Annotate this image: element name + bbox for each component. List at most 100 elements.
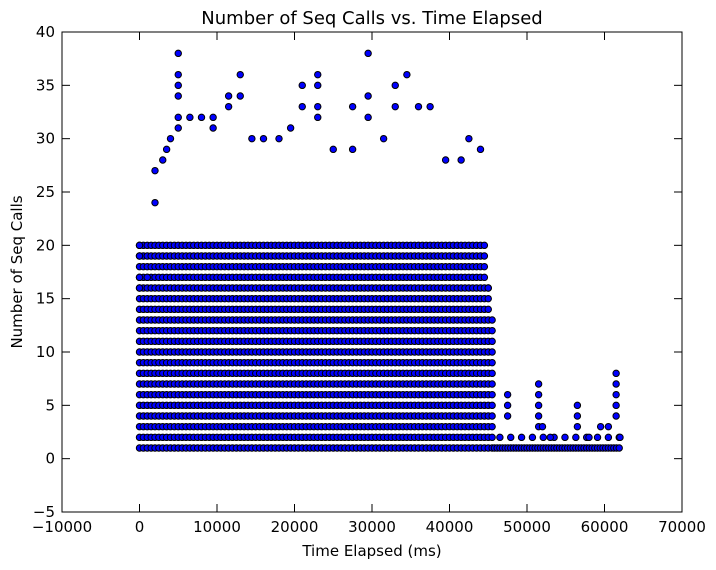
ticks-layer: −10000 0 10000 20000 30000 40000 50000 60000 700… (32, 23, 706, 536)
data-point (298, 81, 306, 90)
data-point (572, 433, 580, 442)
data-point (135, 241, 144, 250)
data-point (534, 390, 543, 399)
y-axis-label: Number of Seq Calls (8, 195, 26, 348)
data-point (612, 380, 620, 388)
data-point (151, 166, 159, 175)
data-point (615, 444, 623, 452)
x-tick-label: 0 (135, 518, 145, 536)
points-layer (135, 49, 624, 452)
y-tick-label: 30 (36, 130, 55, 148)
data-point (484, 284, 492, 292)
data-point (159, 156, 167, 164)
data-point (465, 134, 473, 143)
data-point (348, 102, 357, 111)
data-point (612, 412, 620, 420)
data-point (236, 70, 244, 79)
data-point (391, 102, 399, 111)
data-point (538, 422, 547, 431)
data-point (298, 102, 306, 111)
x-tick-label: 20000 (271, 518, 319, 536)
data-point (488, 380, 496, 388)
y-tick-label: 20 (36, 236, 55, 254)
data-point (457, 156, 465, 164)
data-point (534, 412, 543, 420)
data-point (517, 433, 526, 442)
x-tick-label: 40000 (426, 518, 474, 536)
data-point (364, 92, 372, 100)
data-point (275, 134, 283, 143)
data-point (143, 273, 151, 282)
y-tick-label: 35 (36, 76, 55, 94)
data-point (174, 92, 182, 100)
data-point (364, 113, 372, 122)
data-point (348, 145, 357, 154)
data-point (224, 102, 233, 111)
x-tick-label: 70000 (658, 518, 706, 536)
data-point (197, 113, 206, 122)
data-point (496, 433, 504, 442)
data-point (573, 422, 582, 431)
data-point (364, 49, 372, 58)
chart-title: Number of Seq Calls vs. Time Elapsed (201, 8, 542, 29)
data-point (507, 433, 515, 442)
y-tick-label: 15 (36, 290, 55, 308)
data-point (391, 81, 399, 90)
data-point (224, 92, 233, 100)
data-point (488, 422, 496, 431)
data-point (488, 348, 496, 356)
data-point (329, 145, 337, 154)
data-point (174, 124, 182, 132)
data-point (166, 134, 175, 143)
data-point (573, 401, 582, 410)
data-point (379, 134, 388, 143)
data-point (596, 422, 605, 431)
data-point (488, 337, 496, 346)
data-point (546, 433, 554, 442)
data-point (484, 294, 492, 303)
x-tick-label: 50000 (503, 518, 551, 536)
data-point (488, 412, 496, 420)
data-point (539, 433, 547, 442)
data-point (135, 252, 144, 260)
y-tick-label: −5 (33, 503, 55, 521)
data-point (248, 134, 256, 143)
data-point (480, 262, 489, 271)
data-point (593, 433, 602, 442)
data-point (441, 156, 450, 164)
data-point (314, 113, 322, 122)
data-point (236, 92, 244, 100)
data-point (174, 81, 182, 90)
data-point (503, 412, 512, 420)
data-point (488, 326, 496, 335)
y-tick-label: 25 (36, 183, 55, 201)
data-point (616, 433, 624, 442)
x-tick-label: −10000 (32, 518, 92, 536)
data-point (403, 70, 411, 79)
data-point (488, 369, 496, 378)
data-point (488, 390, 496, 399)
data-point (573, 412, 582, 420)
data-point (174, 113, 182, 122)
data-point (174, 49, 182, 58)
data-point (426, 102, 434, 111)
data-point (484, 305, 492, 314)
data-point (604, 433, 613, 442)
data-point (480, 252, 489, 260)
y-tick-label: 10 (36, 343, 55, 361)
data-point (604, 422, 613, 431)
data-point (162, 145, 171, 154)
data-point (503, 401, 512, 410)
data-point (414, 102, 423, 111)
data-point (174, 70, 182, 79)
data-point (476, 145, 485, 154)
y-tick-label: 5 (45, 396, 55, 414)
data-point (259, 134, 268, 143)
data-point (561, 433, 569, 442)
data-point (314, 70, 322, 79)
y-tick-label: 40 (36, 23, 55, 41)
data-point (135, 284, 144, 292)
data-point (135, 273, 144, 282)
data-point (528, 433, 537, 442)
